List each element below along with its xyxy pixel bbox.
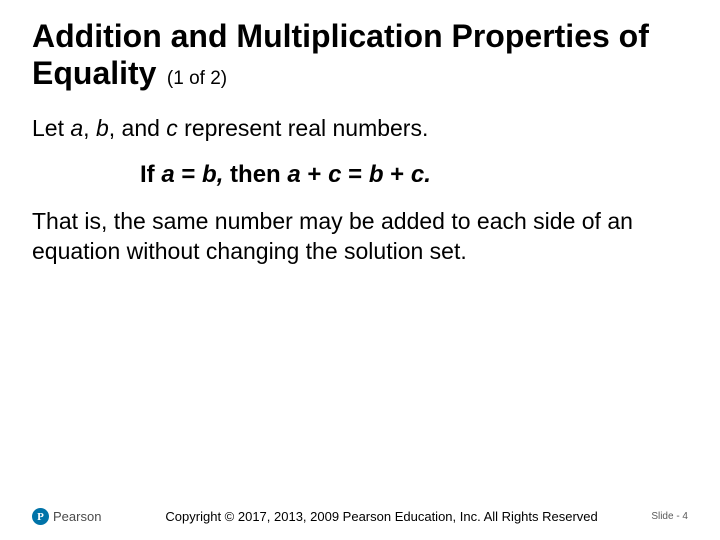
pearson-logo: P Pearson — [32, 508, 101, 525]
stmt-eq2: = — [341, 161, 368, 188]
explanation-text: That is, the same number may be added to… — [32, 207, 688, 267]
pearson-logo-text: Pearson — [53, 509, 101, 524]
variable-a: a — [70, 115, 83, 141]
stmt-plus2: + — [384, 161, 411, 188]
stmt-period: . — [424, 161, 431, 188]
variable-b: b — [96, 115, 109, 141]
slide-title-block: Addition and Multiplication Properties o… — [32, 18, 688, 92]
slide-number: Slide - 4 — [651, 511, 688, 522]
stmt-a1: a — [161, 161, 174, 188]
stmt-c1: c — [328, 161, 341, 188]
stmt-if: If — [140, 161, 161, 188]
stmt-a2: a — [287, 161, 300, 188]
pearson-logo-icon: P — [32, 508, 49, 525]
stmt-b1: b — [202, 161, 217, 188]
stmt-plus1: + — [301, 161, 328, 188]
copyright-text: Copyright © 2017, 2013, 2009 Pearson Edu… — [165, 509, 597, 524]
slide-title-counter: (1 of 2) — [167, 68, 227, 89]
variable-c: c — [166, 115, 178, 141]
stmt-b2: b — [369, 161, 384, 188]
intro-sep1: , — [83, 115, 96, 141]
intro-prefix: Let — [32, 115, 70, 141]
intro-sentence: Let a, b, and c represent real numbers. — [32, 114, 688, 144]
intro-sep2: , and — [109, 115, 167, 141]
slide-container: Addition and Multiplication Properties o… — [0, 0, 720, 540]
slide-footer: P Pearson Copyright © 2017, 2013, 2009 P… — [0, 508, 720, 525]
slide-title: Addition and Multiplication Properties o… — [32, 18, 649, 91]
property-statement: If a = b, then a + c = b + c. — [140, 161, 688, 189]
stmt-eq1: = — [175, 161, 202, 188]
intro-suffix: represent real numbers. — [178, 115, 429, 141]
stmt-then: then — [223, 161, 287, 188]
stmt-c2: c — [411, 161, 424, 188]
